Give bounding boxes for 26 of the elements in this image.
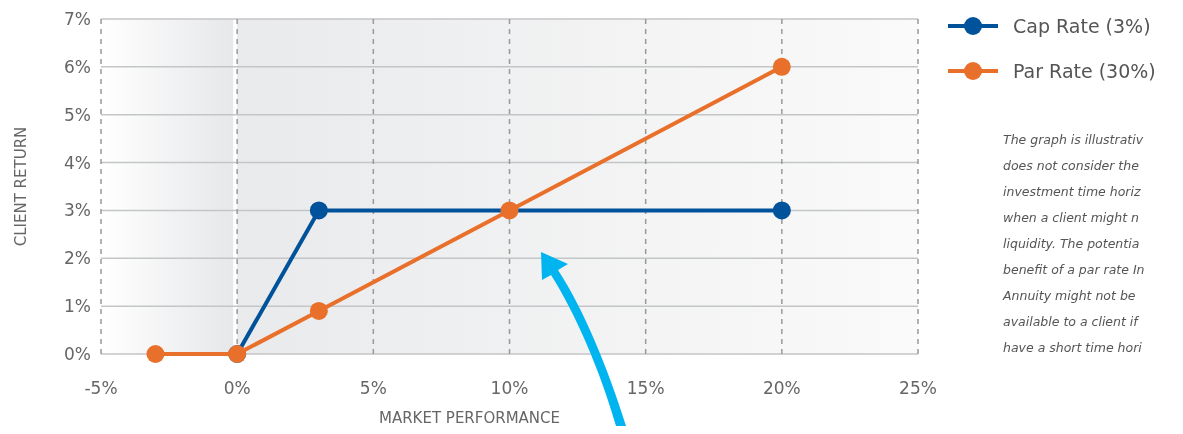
point [500,201,519,220]
y-tick-label: 6% [64,56,91,77]
point [309,301,328,320]
x-tick-label: 20% [762,378,801,398]
y-tick-label: 0% [64,343,91,364]
point [772,201,791,220]
x-tick-label: -5% [84,378,118,398]
y-tick-label: 2% [64,248,91,269]
y-tick-label: 4% [64,152,91,173]
x-tick-label: 15% [626,378,665,398]
x-tick-label: 0% [223,378,251,398]
y-tick-label: 7% [64,8,91,29]
x-tick-label: 10% [490,378,529,398]
text: The graph is illustrativ does not consider the investment time horiz when a client might n liquidity. The potentia benefit of a par rate In Annuity might not be available to a client if have a short time hori [1003,132,1145,355]
y-axis-title: CLIENT RETURN [12,126,30,247]
point [309,201,328,220]
y-tick-label: 1% [64,296,91,317]
y-tick-label: 3% [64,200,91,221]
legend-label: Par Rate (30%) [1013,59,1156,82]
x-tick-label: 5% [359,378,387,398]
x-tick-label: 25% [899,378,937,398]
point [146,345,165,363]
y-tick-label: 5% [64,104,91,125]
x-axis-title: MARKET PERFORMANCE [378,409,561,427]
point [772,57,791,76]
legend-label: Cap Rate (3%) [1013,14,1151,37]
